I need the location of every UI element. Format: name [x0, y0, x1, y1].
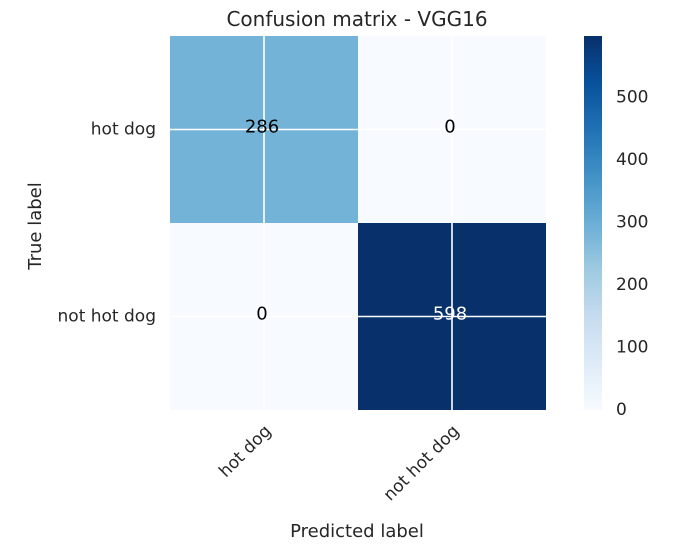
colorbar-tick-label: 0 [616, 400, 627, 420]
chart-title: Confusion matrix - VGG16 [226, 7, 487, 31]
x-axis-label: Predicted label [290, 521, 424, 542]
cell-value-label: 0 [256, 304, 267, 325]
colorbar-ticks: 0 100 200 300 400 500 [616, 87, 648, 420]
cell-value-labels: 286 0 0 598 [245, 117, 467, 325]
colorbar-tick-label: 400 [616, 150, 648, 170]
x-tick-labels: hot dog not hot dog [215, 421, 463, 505]
colorbar-tick-label: 500 [616, 87, 648, 107]
y-tick-labels: hot dog not hot dog [58, 120, 156, 327]
colorbar-tick-label: 100 [616, 337, 648, 357]
colorbar-tick-label: 300 [616, 212, 648, 232]
colorbar [584, 36, 602, 410]
x-tick-label: hot dog [215, 421, 275, 481]
y-axis-label: True label [25, 182, 46, 271]
colorbar-tick-label: 200 [616, 275, 648, 295]
x-tick-label: not hot dog [380, 421, 464, 505]
y-tick-label: not hot dog [58, 307, 156, 327]
matrix-gridlines [170, 36, 546, 410]
cell-value-label: 598 [433, 304, 467, 325]
cell-value-label: 286 [245, 117, 279, 138]
matrix-cells [170, 36, 546, 410]
y-tick-label: hot dog [91, 120, 156, 140]
cell-value-label: 0 [444, 117, 455, 138]
